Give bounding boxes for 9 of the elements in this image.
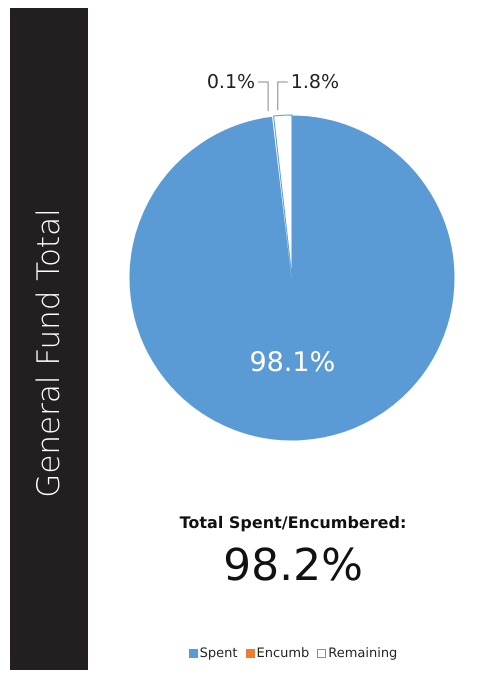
text: Total Spent/Encumbered:: [178, 513, 408, 532]
data-label: 98.1%: [249, 346, 336, 378]
text: 98.2%: [222, 540, 364, 591]
legend-label: Remaining: [327, 646, 398, 661]
legend-label: Encumb: [256, 646, 310, 661]
data-label: 1.8%: [290, 71, 340, 93]
legend-label: Spent: [198, 646, 238, 661]
data-label: 0.1%: [206, 71, 256, 93]
text: General Fund Total: [31, 208, 67, 498]
